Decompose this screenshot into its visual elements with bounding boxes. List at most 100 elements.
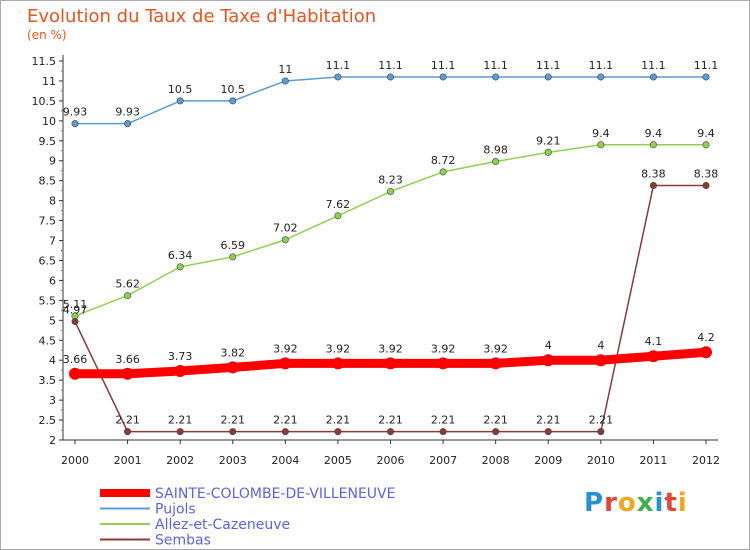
logo-letter: r — [604, 488, 618, 518]
data-point — [649, 141, 657, 149]
data-label: 4.1 — [645, 335, 663, 348]
data-point — [597, 141, 605, 149]
data-point — [69, 367, 81, 380]
data-point — [229, 97, 237, 105]
data-point — [334, 428, 342, 436]
x-tick-label: 2011 — [639, 454, 667, 467]
data-point — [544, 428, 552, 436]
logo-letter: o — [617, 488, 637, 518]
y-tick-label: 11 — [42, 75, 56, 88]
x-tick-label: 2012 — [692, 454, 720, 467]
series-line — [74, 184, 707, 433]
x-tick-label: 2001 — [114, 454, 142, 467]
data-point — [279, 357, 292, 370]
data-point — [176, 428, 184, 436]
data-label: 11.1 — [326, 59, 351, 72]
y-tick-label: 9 — [49, 155, 56, 168]
y-tick-label: 3 — [49, 394, 56, 407]
data-point — [331, 357, 344, 370]
data-point — [700, 346, 712, 359]
x-tick-label: 2005 — [324, 454, 352, 467]
proxiti-logo: Proxiti — [584, 488, 688, 518]
data-point — [174, 364, 187, 377]
data-point — [489, 357, 502, 370]
data-point — [702, 181, 710, 189]
data-point — [597, 428, 605, 436]
data-label: 3.66 — [115, 353, 140, 366]
data-label: 4 — [545, 339, 552, 352]
data-point — [334, 73, 342, 81]
legend-label: Allez-et-Cazeneuve — [155, 517, 290, 533]
data-point — [71, 120, 79, 128]
data-point — [649, 181, 657, 189]
data-label: 2.21 — [273, 414, 298, 427]
x-tick-label: 2000 — [61, 454, 89, 467]
y-tick-label: 6.5 — [39, 254, 57, 267]
data-label: 2.21 — [589, 414, 614, 427]
data-label: 2.21 — [168, 414, 193, 427]
x-tick-label: 2004 — [271, 454, 299, 467]
data-label: 8.38 — [641, 167, 666, 180]
data-point — [281, 428, 289, 436]
legend-label: Sembas — [155, 533, 211, 549]
data-labels: 9.93 9.93 10.5 10.5 11 11.1 11.1 11.1 11.1 11.1 11… — [63, 59, 719, 427]
data-label: 8.98 — [483, 144, 508, 157]
data-label: 2.21 — [431, 414, 456, 427]
data-label: 10.5 — [168, 83, 193, 96]
data-label: 3.92 — [483, 342, 508, 355]
data-point — [334, 212, 342, 220]
x-tick-label: 2006 — [377, 454, 405, 467]
data-label: 11.1 — [694, 59, 719, 72]
data-label: 11.1 — [483, 59, 508, 72]
data-label: 3.92 — [326, 342, 351, 355]
data-point — [71, 318, 79, 326]
data-label: 3.92 — [378, 342, 403, 355]
data-point — [176, 263, 184, 271]
data-point — [386, 187, 394, 195]
data-label: 2.21 — [483, 414, 508, 427]
series-lines — [69, 73, 712, 436]
y-tick-label: 5.5 — [39, 294, 57, 307]
data-point — [542, 354, 555, 367]
data-label: 9.4 — [697, 127, 715, 140]
data-point — [386, 428, 394, 436]
data-point — [229, 428, 237, 436]
data-label: 11.1 — [536, 59, 561, 72]
data-label: 5.62 — [115, 278, 140, 291]
data-label: 4 — [597, 339, 604, 352]
data-point — [492, 428, 500, 436]
data-label: 9.21 — [536, 134, 561, 147]
y-tick-label: 10.5 — [32, 95, 57, 108]
legend: SAINTE-COLOMBE-DE-VILLENEUVEPujolsAllez-… — [100, 486, 395, 549]
data-point — [386, 73, 394, 81]
data-label: 9.93 — [63, 106, 88, 119]
data-label: 3.73 — [168, 350, 193, 363]
chart-title: Evolution du Taux de Taxe d'Habitation — [27, 6, 377, 27]
y-axis-unit-label: (en %) — [27, 28, 67, 42]
data-label: 8.23 — [378, 173, 403, 186]
logo-letter: i — [677, 488, 688, 518]
x-tick-label: 2007 — [429, 454, 457, 467]
data-label: 11.1 — [431, 59, 456, 72]
data-point — [439, 73, 447, 81]
y-tick-label: 5 — [49, 314, 56, 327]
series-2 — [71, 141, 710, 320]
data-point — [121, 367, 134, 380]
data-point — [594, 354, 607, 367]
data-point — [437, 357, 450, 370]
data-label: 10.5 — [221, 83, 246, 96]
y-tick-label: 11.5 — [32, 55, 57, 68]
data-point — [544, 148, 552, 156]
data-point — [439, 168, 447, 176]
data-label: 2.21 — [115, 414, 140, 427]
data-label: 3.66 — [63, 353, 88, 366]
data-label: 2.21 — [326, 414, 351, 427]
data-point — [649, 73, 657, 81]
y-tick-label: 8.5 — [39, 175, 57, 188]
y-tick-label: 4.5 — [39, 334, 57, 347]
data-label: 11.1 — [589, 59, 614, 72]
data-point — [702, 141, 710, 149]
data-label: 11.1 — [378, 59, 403, 72]
